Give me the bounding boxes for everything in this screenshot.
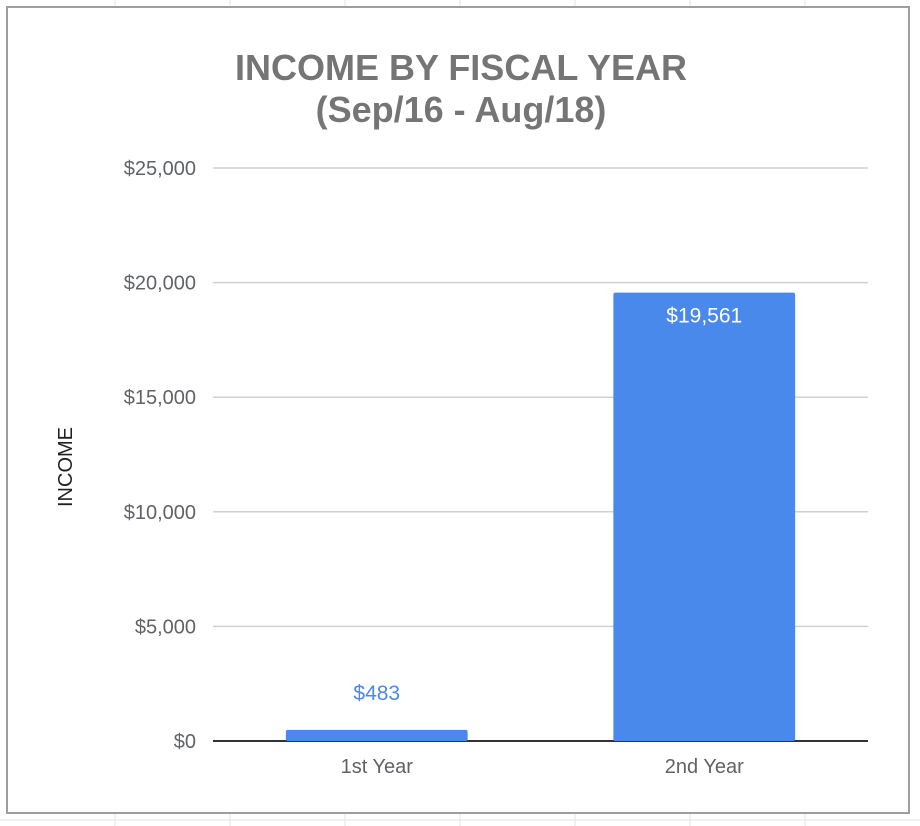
y-tick-label: $5,000 bbox=[135, 616, 196, 638]
bar[interactable] bbox=[285, 729, 468, 741]
y-tick-label: $10,000 bbox=[124, 502, 196, 524]
bars bbox=[285, 292, 796, 741]
bar-chart: INCOME BY FISCAL YEAR (Sep/16 - Aug/18) … bbox=[55, 47, 868, 778]
y-tick-label: $20,000 bbox=[124, 273, 196, 295]
y-tick-label: $0 bbox=[174, 731, 196, 753]
chart-title: INCOME BY FISCAL YEAR bbox=[235, 47, 687, 88]
bar[interactable] bbox=[613, 292, 796, 741]
data-labels: $483 $19,561 bbox=[353, 305, 742, 705]
x-tick-label: 2nd Year bbox=[665, 756, 744, 778]
y-tick-label: $15,000 bbox=[124, 387, 196, 409]
chart-subtitle: (Sep/16 - Aug/18) bbox=[316, 89, 607, 130]
y-tick-label: $25,000 bbox=[124, 158, 196, 180]
chart-card[interactable]: INCOME BY FISCAL YEAR (Sep/16 - Aug/18) … bbox=[6, 6, 910, 814]
data-label: $19,561 bbox=[666, 305, 742, 328]
x-tick-label: 1st Year bbox=[341, 756, 414, 778]
x-tick-labels: 1st Year 2nd Year bbox=[341, 756, 744, 778]
y-tick-labels: $0 $5,000 $10,000 $15,000 $20,000 $25,000 bbox=[124, 158, 196, 753]
y-axis-title: INCOME bbox=[55, 427, 77, 507]
data-label: $483 bbox=[353, 682, 400, 705]
